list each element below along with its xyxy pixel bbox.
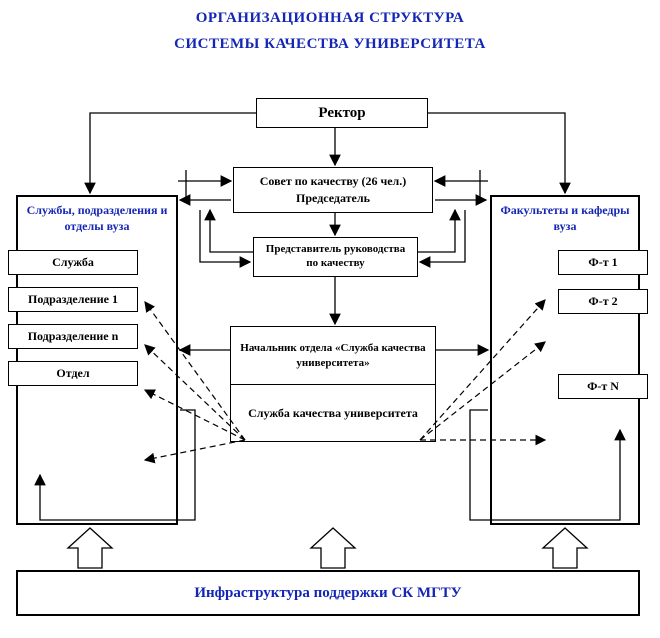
node-representative: Представитель руководства по качеству: [253, 237, 418, 277]
block-arrow-left: [68, 528, 112, 568]
left-item-0: Служба: [8, 250, 138, 275]
node-rector: Ректор: [256, 98, 428, 128]
council-line1: Совет по качеству (26 чел.): [260, 174, 407, 189]
left-header: Службы, подразделения и отделы вуза: [18, 197, 176, 240]
node-head: Начальник отдела «Служба качества универ…: [231, 327, 435, 385]
block-arrow-center: [311, 528, 355, 568]
left-item-2: Подразделение n: [8, 324, 138, 349]
council-line2: Председатель: [296, 191, 370, 206]
right-item-0: Ф-т 1: [558, 250, 648, 275]
left-item-3: Отдел: [8, 361, 138, 386]
node-quality-service: Служба качества университета: [231, 385, 435, 443]
title-line-1: ОРГАНИЗАЦИОННАЯ СТРУКТУРА: [0, 10, 660, 27]
right-container: Факультеты и кафедры вуза Ф-т 1 Ф-т 2 Ф-…: [490, 195, 640, 525]
block-arrow-right: [543, 528, 587, 568]
node-service-block: Начальник отдела «Служба качества универ…: [230, 326, 436, 442]
title-line-2: СИСТЕМЫ КАЧЕСТВА УНИВЕРСИТЕТА: [0, 36, 660, 53]
left-container: Службы, подразделения и отделы вуза Служ…: [16, 195, 178, 525]
infrastructure-box: Инфраструктура поддержки СК МГТУ: [16, 570, 640, 616]
right-item-1: Ф-т 2: [558, 289, 648, 314]
node-council: Совет по качеству (26 чел.) Председатель: [233, 167, 433, 213]
right-item-2: Ф-т N: [558, 374, 648, 399]
left-item-1: Подразделение 1: [8, 287, 138, 312]
right-header: Факультеты и кафедры вуза: [492, 197, 638, 240]
